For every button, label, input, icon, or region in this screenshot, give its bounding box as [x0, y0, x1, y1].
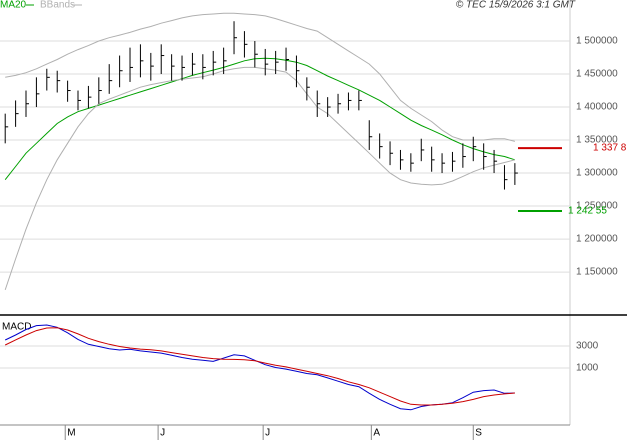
- line: [4, 327, 515, 406]
- y-tick-label: 1000: [576, 363, 599, 374]
- y-tick-label: 1 400000: [576, 102, 618, 113]
- y-tick-label: 1 250000: [576, 201, 618, 212]
- legend-bbands: BBands: [40, 0, 75, 11]
- line: [4, 57, 516, 181]
- y-tick-label: 1 300000: [576, 168, 618, 179]
- copyright: © TEC 15/9/2026 3:1 GMT: [456, 0, 576, 11]
- x-tick-label: S: [475, 428, 482, 439]
- level-label: 1 242 55: [568, 206, 607, 217]
- legend-ma20: MA20: [0, 0, 27, 11]
- x-tick-label: J: [265, 428, 270, 439]
- macd-title: MACD: [2, 322, 31, 333]
- x-tick-label: A: [373, 428, 380, 439]
- y-tick-label: 1 500000: [576, 36, 618, 47]
- y-tick-label: 1 150000: [576, 267, 618, 278]
- level-label: 1 337 8: [593, 143, 627, 154]
- x-tick-label: M: [67, 428, 75, 439]
- y-tick-label: 1 350000: [576, 135, 618, 146]
- line: [5, 12, 516, 142]
- line: [4, 66, 516, 291]
- x-tick-label: J: [160, 428, 165, 439]
- y-tick-label: 1 200000: [576, 234, 618, 245]
- y-tick-label: 3000: [576, 341, 599, 352]
- y-tick-label: 1 450000: [576, 69, 618, 80]
